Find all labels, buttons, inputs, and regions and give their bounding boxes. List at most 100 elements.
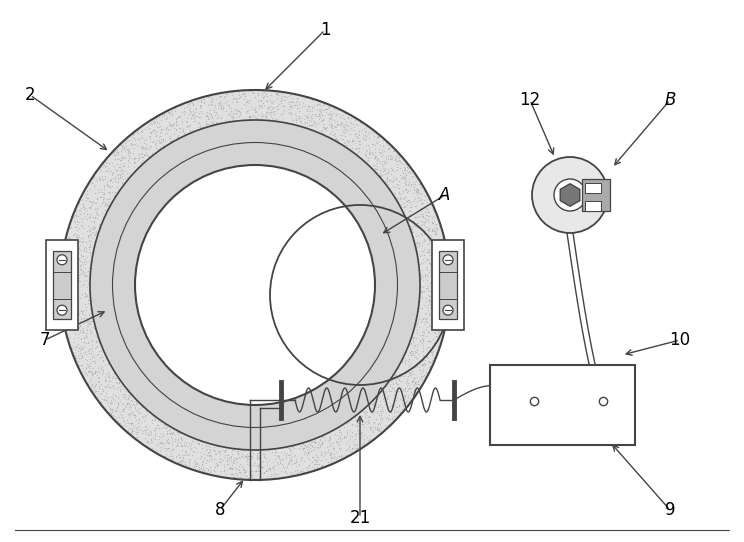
Point [375,151,387,160]
Point [325,456,337,465]
Point [86,356,98,365]
Point [385,420,397,429]
Point [278,462,289,470]
Point [432,295,444,304]
Point [88,240,100,248]
Point [363,412,375,421]
Point [126,421,138,430]
Point [431,226,443,235]
Point [380,413,392,422]
Point [86,317,98,326]
Point [109,397,121,405]
Point [266,475,278,483]
Point [245,472,257,480]
Point [435,251,447,260]
Point [417,205,429,214]
Point [421,276,433,285]
Point [313,115,325,124]
Point [432,246,443,255]
Point [263,103,275,112]
Point [306,457,318,466]
Point [228,114,240,122]
Point [432,345,444,354]
Point [385,402,397,410]
Point [424,357,436,366]
Point [296,465,308,474]
Point [258,449,270,458]
Point [100,158,112,166]
Point [112,376,124,384]
Point [339,120,350,129]
Point [403,397,414,405]
Point [81,226,93,235]
Point [309,438,321,447]
Point [251,450,263,459]
Point [89,199,101,208]
Point [112,171,124,179]
Point [138,156,150,164]
Point [359,440,371,448]
Point [382,172,394,181]
Point [397,386,408,395]
Point [236,116,248,125]
Point [410,377,422,386]
Point [268,117,280,125]
Point [428,217,440,225]
Point [57,315,69,324]
Point [356,130,368,138]
Point [282,460,294,468]
Point [143,438,155,447]
Point [342,114,354,122]
Point [380,154,392,163]
Point [109,175,121,183]
Point [377,142,389,151]
Point [215,113,227,121]
Point [127,423,139,431]
Point [419,287,431,295]
Point [388,167,400,176]
Point [71,287,83,296]
Point [342,121,354,130]
Point [304,117,316,125]
Point [426,346,437,354]
Point [146,419,158,428]
Point [240,95,252,104]
Point [154,143,166,152]
Point [88,231,100,240]
Bar [585,201,601,211]
Point [168,429,180,438]
Point [433,333,445,342]
Point [93,173,105,182]
Point [57,271,68,280]
Point [97,346,109,354]
Point [309,118,321,127]
Point [366,408,378,416]
Point [129,158,141,166]
Point [397,384,408,393]
Point [192,467,204,475]
Point [138,412,150,421]
Point [161,423,173,431]
Point [161,436,173,445]
Point [330,457,342,466]
Point [74,236,86,245]
Point [414,178,426,187]
Point [385,382,397,390]
Point [426,273,438,281]
Point [410,334,422,343]
Point [395,173,407,182]
Point [58,277,70,286]
Point [291,469,303,478]
Point [424,358,436,366]
Point [326,126,338,135]
Point [255,113,267,122]
Point [96,366,108,375]
Point [312,443,324,451]
Point [277,455,289,463]
Point [239,92,251,101]
Point [89,225,100,234]
Point [352,419,364,428]
Point [240,468,251,476]
Point [97,356,109,365]
Point [315,117,327,126]
